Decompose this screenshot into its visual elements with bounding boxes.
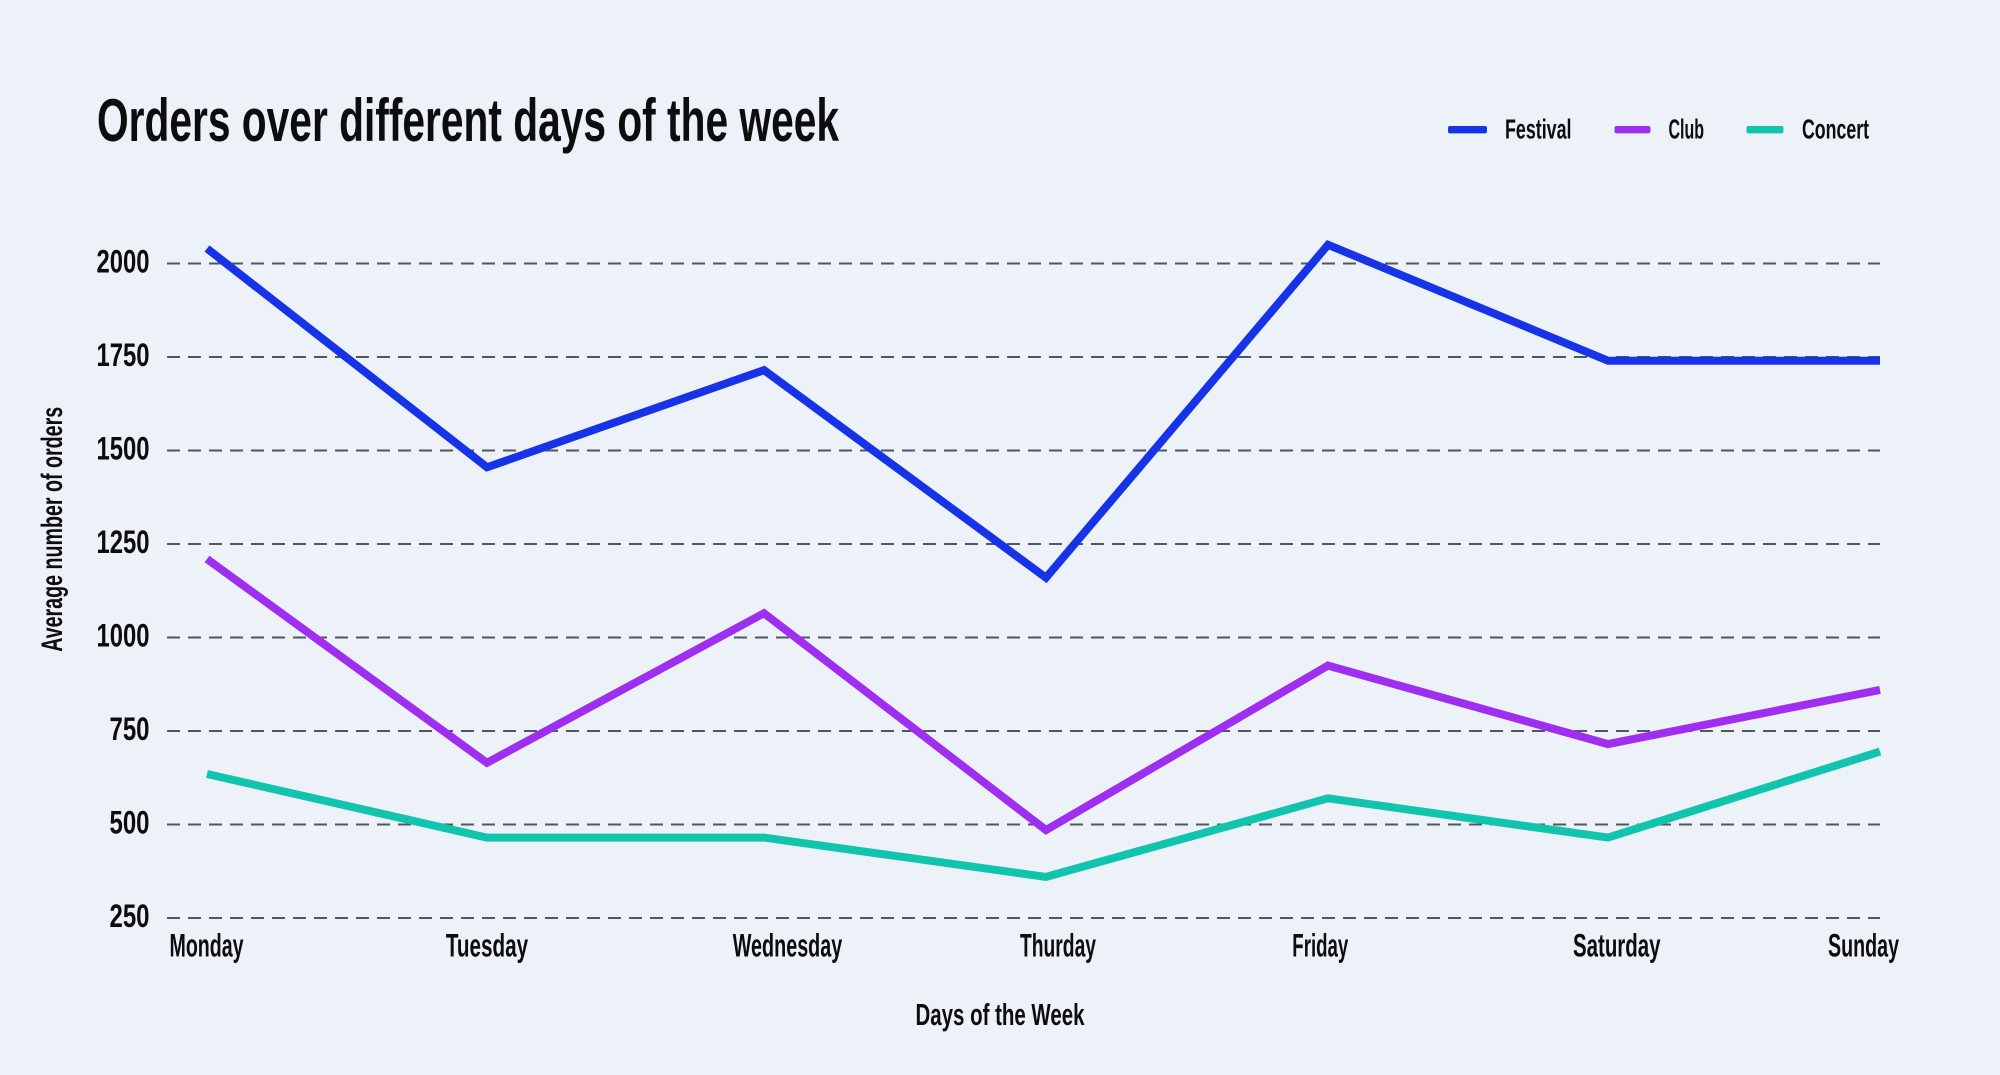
svg-text:Monday: Monday [170,928,244,964]
svg-text:500: 500 [110,805,150,841]
svg-text:Festival: Festival [1505,113,1572,144]
svg-text:Days of the Week: Days of the Week [916,997,1085,1032]
svg-text:Thurday: Thurday [1020,928,1096,964]
svg-text:Average number of orders: Average number of orders [36,407,69,652]
svg-text:Wednesday: Wednesday [733,928,843,964]
svg-text:Sunday: Sunday [1828,928,1899,964]
svg-text:1000: 1000 [97,618,150,654]
svg-text:250: 250 [110,898,150,934]
svg-text:Saturday: Saturday [1573,928,1661,964]
svg-text:1250: 1250 [97,524,150,560]
svg-text:Tuesday: Tuesday [446,928,528,964]
svg-text:1750: 1750 [97,337,150,373]
svg-text:1500: 1500 [97,431,150,467]
svg-text:Concert: Concert [1802,113,1869,144]
svg-text:2000: 2000 [97,244,150,280]
svg-text:Friday: Friday [1292,928,1348,964]
svg-text:Orders over different days of: Orders over different days of the week [97,87,839,154]
svg-text:Club: Club [1669,113,1705,144]
svg-text:750: 750 [110,711,150,747]
